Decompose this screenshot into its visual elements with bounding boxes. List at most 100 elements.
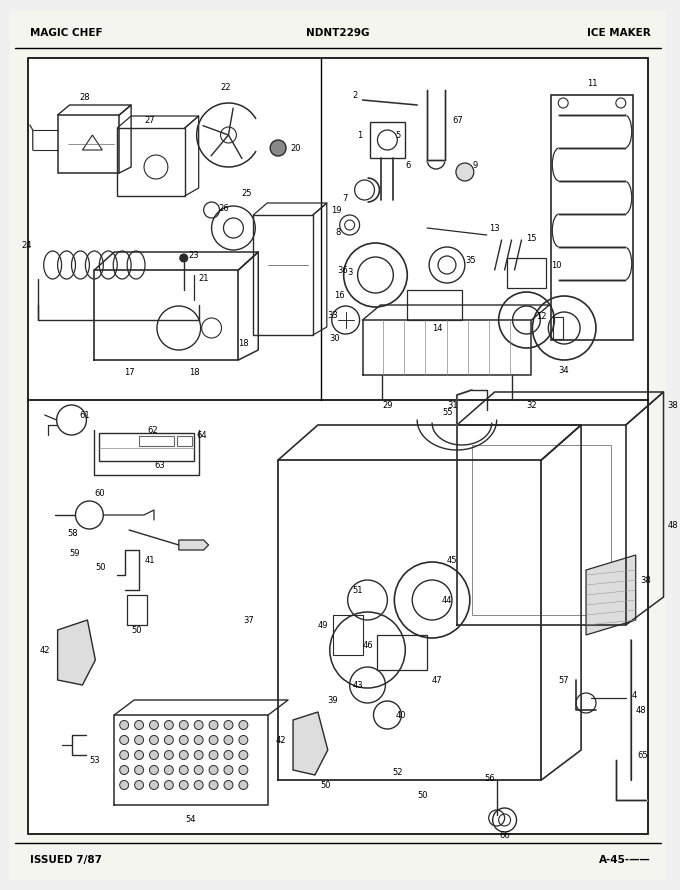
Circle shape	[150, 735, 158, 745]
Text: 58: 58	[67, 529, 78, 538]
Circle shape	[180, 781, 188, 789]
Text: 31: 31	[447, 400, 458, 409]
Circle shape	[239, 781, 248, 789]
Circle shape	[224, 750, 233, 759]
Text: 23: 23	[189, 250, 199, 260]
Circle shape	[209, 735, 218, 745]
Text: 33: 33	[328, 311, 339, 320]
Circle shape	[120, 721, 129, 730]
Text: 57: 57	[558, 676, 569, 684]
Polygon shape	[58, 620, 95, 685]
Text: 52: 52	[392, 767, 403, 776]
Text: 62: 62	[147, 425, 158, 434]
Text: 43: 43	[353, 681, 363, 690]
Circle shape	[209, 765, 218, 774]
Circle shape	[150, 781, 158, 789]
Circle shape	[224, 735, 233, 745]
Text: 12: 12	[537, 312, 547, 320]
Text: 38: 38	[668, 400, 678, 409]
Bar	[58, 115, 119, 173]
Text: 45: 45	[447, 555, 458, 564]
Text: ISSUED 7/87: ISSUED 7/87	[30, 855, 102, 865]
Text: 29: 29	[382, 400, 393, 409]
Text: 14: 14	[432, 323, 443, 333]
Circle shape	[239, 765, 248, 774]
Circle shape	[120, 750, 129, 759]
Text: 17: 17	[124, 368, 135, 376]
Circle shape	[224, 765, 233, 774]
Circle shape	[194, 765, 203, 774]
Circle shape	[194, 750, 203, 759]
Circle shape	[165, 765, 173, 774]
Text: 30: 30	[330, 334, 341, 343]
Text: 60: 60	[95, 489, 105, 498]
Text: 59: 59	[69, 548, 80, 557]
Text: 39: 39	[328, 695, 339, 705]
Text: 24: 24	[21, 240, 32, 249]
Text: 56: 56	[485, 773, 495, 782]
Text: 3: 3	[347, 268, 353, 277]
Text: 36: 36	[338, 265, 348, 274]
Circle shape	[180, 735, 188, 745]
Bar	[377, 635, 427, 670]
Text: 6: 6	[405, 160, 411, 169]
Text: 40: 40	[395, 710, 406, 719]
Circle shape	[135, 781, 143, 789]
Circle shape	[209, 781, 218, 789]
Polygon shape	[293, 712, 328, 775]
Text: A-45-——: A-45-——	[599, 855, 651, 865]
Text: 15: 15	[526, 233, 537, 242]
Bar	[127, 595, 147, 625]
Circle shape	[120, 765, 129, 774]
Text: 28: 28	[80, 93, 90, 101]
Text: 66: 66	[499, 830, 510, 839]
Polygon shape	[586, 555, 636, 635]
Bar	[551, 95, 632, 340]
Circle shape	[120, 781, 129, 789]
Text: 41: 41	[145, 555, 156, 564]
Text: 9: 9	[473, 160, 478, 169]
Text: 54: 54	[186, 814, 196, 823]
Text: 48: 48	[668, 521, 678, 530]
Text: 8: 8	[336, 228, 341, 237]
Text: 50: 50	[418, 790, 428, 799]
Text: 49: 49	[318, 620, 328, 629]
Bar	[177, 436, 192, 446]
Bar	[333, 615, 362, 655]
Circle shape	[224, 721, 233, 730]
Circle shape	[224, 781, 233, 789]
Circle shape	[194, 735, 203, 745]
Bar	[507, 258, 546, 288]
Text: 67: 67	[452, 116, 462, 125]
Circle shape	[150, 750, 158, 759]
Bar	[472, 445, 611, 615]
Circle shape	[135, 765, 143, 774]
Text: 55: 55	[442, 408, 452, 417]
Polygon shape	[179, 540, 209, 550]
Text: 18: 18	[238, 338, 248, 347]
Text: 13: 13	[489, 223, 499, 232]
Text: 51: 51	[353, 586, 363, 595]
Circle shape	[239, 721, 248, 730]
Text: 11: 11	[587, 78, 597, 87]
Bar	[99, 433, 194, 461]
Bar	[407, 290, 462, 320]
Circle shape	[165, 735, 173, 745]
Text: 7: 7	[343, 193, 348, 203]
Text: 53: 53	[89, 756, 100, 765]
Text: 22: 22	[220, 83, 231, 92]
Circle shape	[209, 750, 218, 759]
Text: 4: 4	[632, 691, 637, 700]
Text: 47: 47	[432, 676, 443, 684]
Text: 26: 26	[218, 204, 229, 213]
Bar	[139, 436, 174, 446]
Text: 10: 10	[551, 261, 562, 270]
Bar	[117, 128, 185, 196]
Text: 19: 19	[330, 206, 341, 214]
Circle shape	[209, 721, 218, 730]
Text: 35: 35	[465, 255, 475, 264]
Text: 46: 46	[362, 641, 373, 650]
Bar	[369, 122, 405, 158]
Text: 20: 20	[290, 143, 301, 152]
Bar	[554, 317, 563, 339]
